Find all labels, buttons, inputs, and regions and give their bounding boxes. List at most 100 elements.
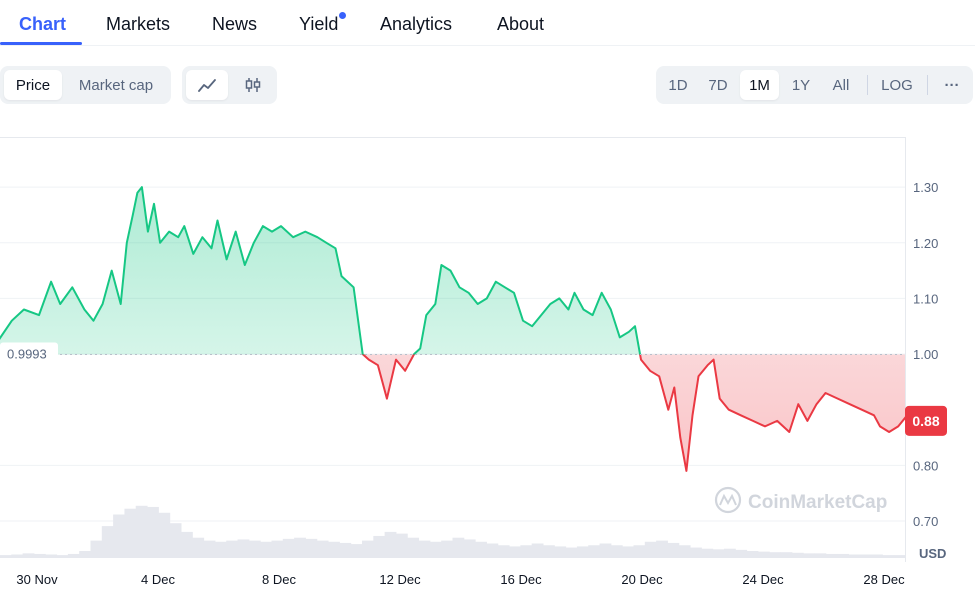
volume-bar: [181, 531, 193, 558]
baseline-label: 0.9993: [7, 346, 47, 361]
volume-bar: [509, 546, 521, 558]
volume-bar: [147, 506, 159, 558]
volume-bar: [769, 552, 782, 558]
volume-bar: [328, 541, 340, 558]
line-chart-icon: [198, 79, 216, 92]
range-toggle: 1D 7D 1M 1Y All LOG ···: [656, 66, 973, 104]
volume-bar: [633, 545, 646, 558]
more-options-button[interactable]: ···: [944, 76, 960, 94]
volume-bar: [418, 540, 431, 558]
candlestick-button[interactable]: [232, 70, 274, 100]
baseline-label-box: [0, 342, 58, 365]
price-series: [0, 186, 905, 472]
y-tick-label: 1.30: [913, 180, 938, 195]
tab-about[interactable]: About: [497, 14, 545, 34]
volume-bar: [724, 548, 736, 558]
y-tick-label: 1.20: [913, 236, 938, 251]
x-tick-label: 20 Dec: [621, 572, 663, 587]
tab-markets[interactable]: Markets: [106, 14, 171, 34]
x-tick-label: 28 Dec: [863, 572, 905, 587]
volume-bar: [362, 540, 374, 558]
range-1y-button[interactable]: 1Y: [791, 76, 811, 94]
volume-bar: [667, 542, 680, 558]
y-tick-label: 0.80: [913, 458, 938, 473]
tab-chart[interactable]: Chart: [19, 14, 67, 34]
volume-bar: [33, 553, 46, 558]
volume-bar: [407, 537, 420, 558]
volume-bar: [825, 553, 838, 558]
tab-yield-label: Yield: [299, 14, 339, 34]
x-tick-label: 4 Dec: [141, 572, 175, 587]
volume-bar: [260, 541, 272, 558]
volume-bar: [893, 555, 905, 558]
volume-bar: [576, 546, 589, 558]
volume-bar: [803, 553, 815, 558]
volume-bar: [294, 537, 306, 558]
volume-bar: [780, 552, 793, 558]
volume-bar: [305, 538, 318, 558]
volume-bar: [0, 555, 12, 558]
y-tick-label: 1.10: [913, 291, 938, 306]
range-1m-button[interactable]: 1M: [740, 70, 779, 100]
line-chart-button[interactable]: [186, 70, 228, 100]
currency-label: USD: [919, 546, 946, 561]
volume-bar: [814, 553, 827, 558]
volume-bar: [735, 549, 748, 558]
volume-bar: [644, 541, 657, 558]
volume-bar: [214, 541, 227, 558]
tab-analytics[interactable]: Analytics: [380, 14, 453, 34]
volume-bar: [452, 537, 465, 558]
tab-bar: Chart Markets News Yield Analytics About: [0, 0, 975, 46]
price-line-up: [0, 186, 642, 355]
volume-bar: [395, 533, 408, 558]
volume-bar: [746, 551, 759, 558]
volume-bar: [113, 514, 125, 558]
market-cap-button[interactable]: Market cap: [78, 76, 154, 94]
x-tick-label: 30 Nov: [16, 572, 58, 587]
coinmarketcap-logo-mark: [719, 493, 737, 506]
range-1d-button[interactable]: 1D: [668, 76, 688, 94]
metric-toggle: Price Market cap: [0, 66, 171, 104]
volume-bar: [497, 545, 510, 558]
volume-bar: [610, 545, 623, 558]
more-divider: [927, 75, 928, 95]
tab-news[interactable]: News: [212, 14, 258, 34]
volume-bar: [237, 539, 250, 558]
volume-bar: [169, 523, 182, 558]
volume-series: [0, 505, 905, 558]
range-7d-button[interactable]: 7D: [708, 76, 728, 94]
volume-bar: [67, 553, 80, 558]
volume-bar: [135, 505, 148, 558]
volume-bar: [791, 552, 804, 558]
volume-bar: [101, 526, 114, 558]
volume-bar: [158, 512, 171, 558]
price-button[interactable]: Price: [4, 70, 62, 100]
notification-dot-icon: [339, 12, 347, 19]
x-tick-label: 12 Dec: [379, 572, 421, 587]
range-all-button[interactable]: All: [832, 76, 850, 94]
range-divider: [867, 75, 868, 95]
watermark-text: CoinMarketCap: [748, 492, 887, 513]
volume-bar: [56, 555, 69, 558]
x-tick-label: 8 Dec: [262, 572, 296, 587]
volume-bar: [554, 546, 567, 558]
volume-bar: [316, 540, 329, 558]
volume-bar: [11, 554, 24, 558]
volume-bar: [701, 548, 714, 558]
x-tick-label: 24 Dec: [742, 572, 784, 587]
log-scale-button[interactable]: LOG: [881, 76, 913, 94]
x-tick-label: 16 Dec: [500, 572, 542, 587]
tab-yield[interactable]: Yield: [299, 12, 347, 35]
volume-bar: [871, 554, 883, 558]
chart-type-toggle: [182, 66, 277, 104]
volume-bar: [271, 540, 284, 558]
y-axis-line: [905, 137, 906, 562]
volume-bar: [712, 549, 725, 558]
volume-bar: [373, 535, 386, 558]
chart-top-border: [0, 137, 905, 138]
coinmarketcap-logo-icon: [714, 486, 742, 514]
volume-bar: [678, 545, 691, 558]
volume-bar: [22, 553, 35, 558]
volume-bar: [757, 551, 770, 558]
